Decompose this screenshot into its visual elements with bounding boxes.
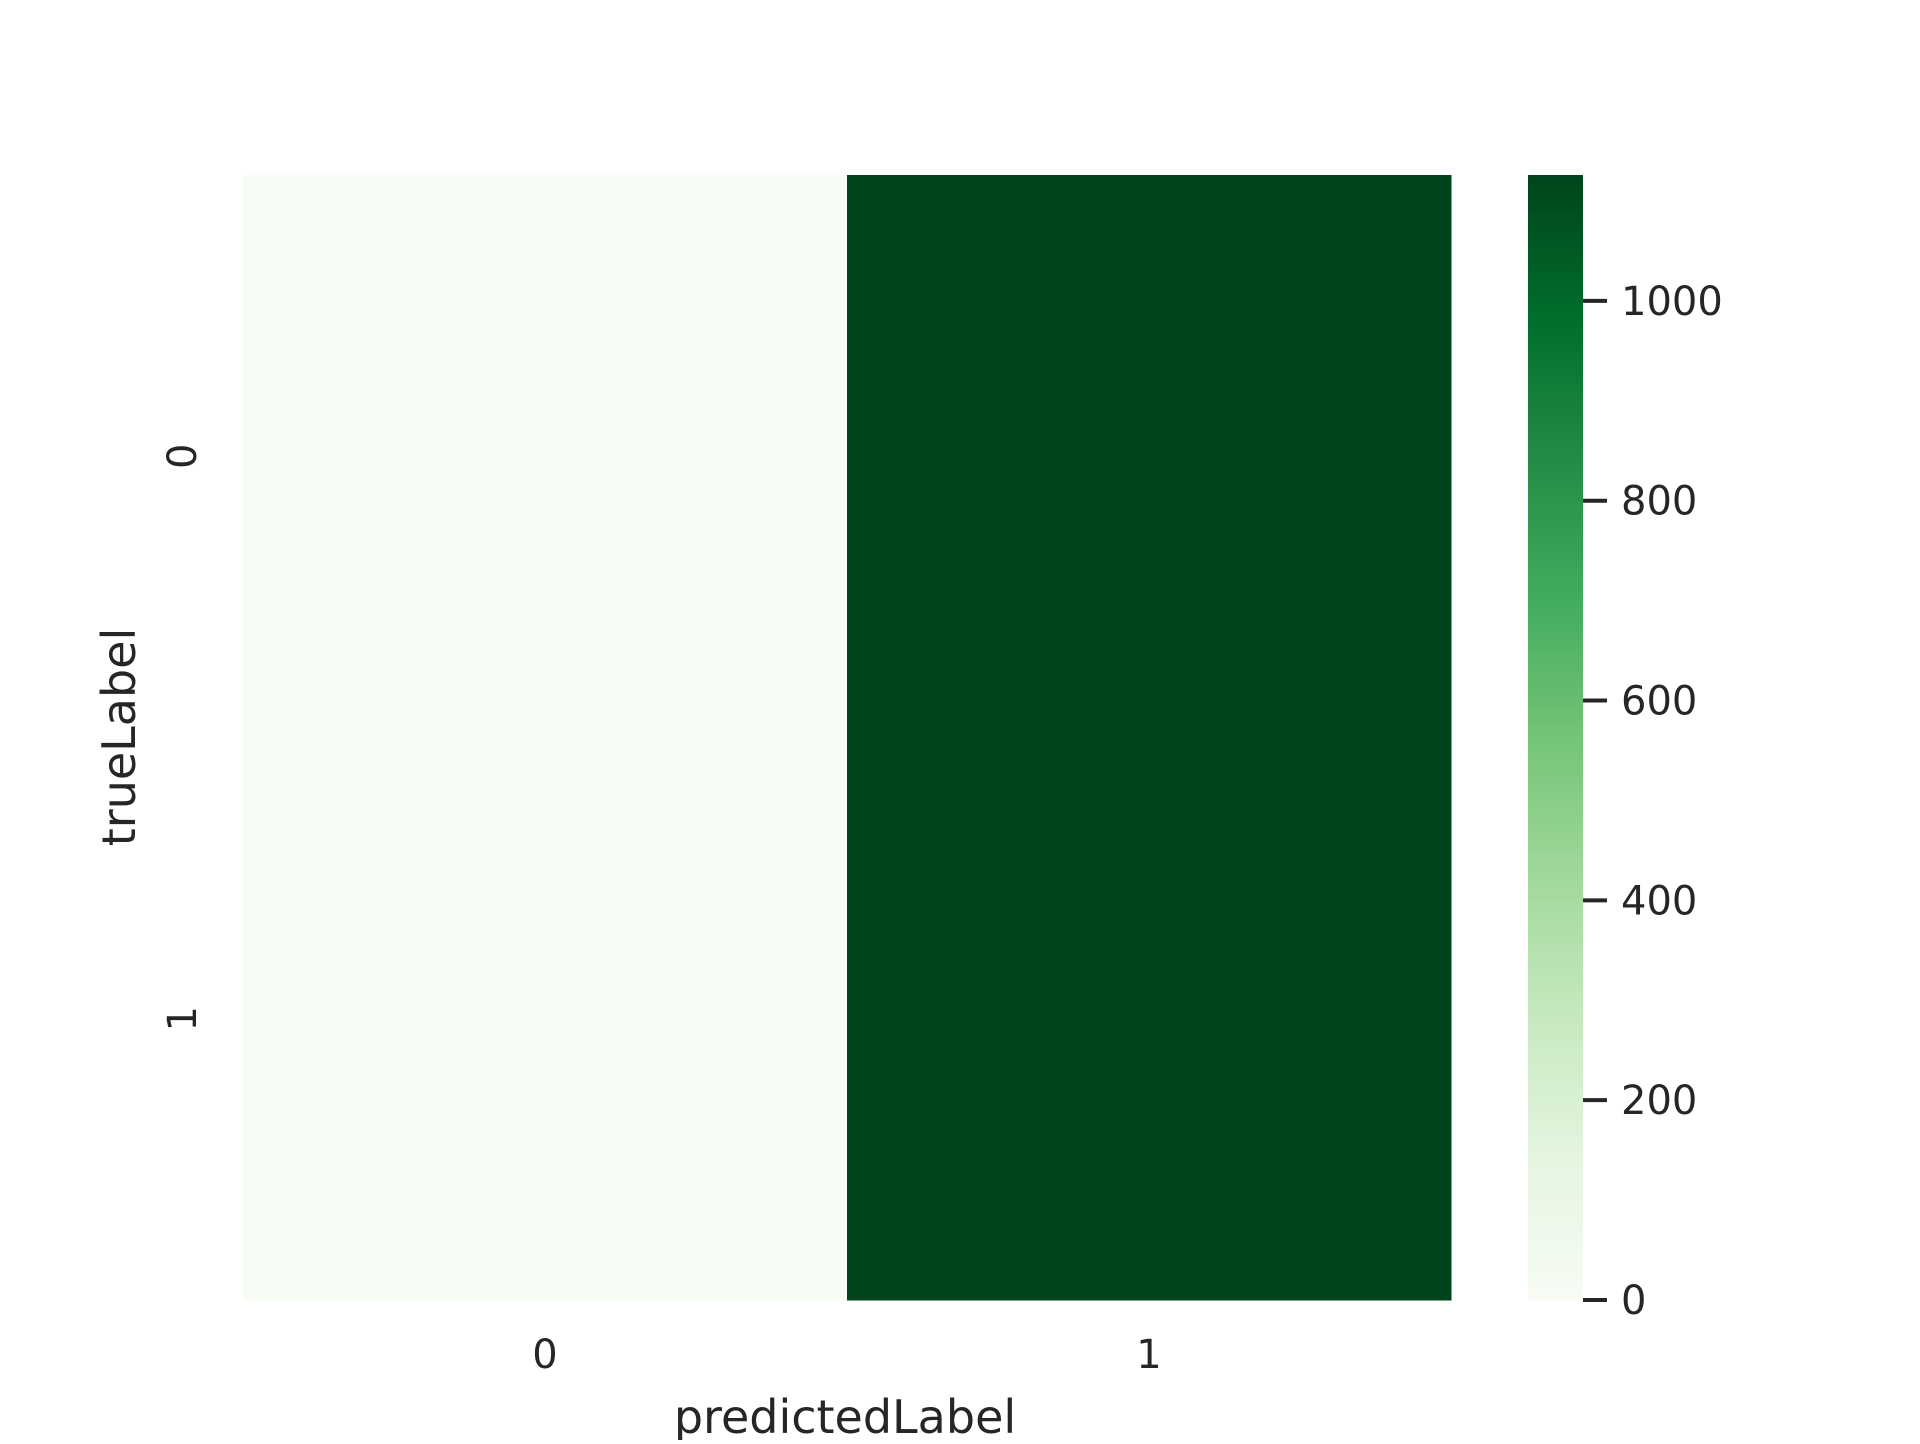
heatmap-cell-1-1 (847, 737, 1452, 1301)
x-tick-label: 1 (1136, 1332, 1161, 1378)
heatmap-cell-1-0 (243, 737, 848, 1301)
colorbar-tick-label: 600 (1621, 679, 1697, 725)
heatmap-cells (243, 175, 1452, 1301)
colorbar (1528, 175, 1583, 1300)
colorbar-tick-label: 200 (1621, 1078, 1697, 1124)
y-tick-labels: 01 (160, 444, 206, 1032)
y-tick-label: 1 (160, 1006, 206, 1031)
x-axis-label: predictedLabel (674, 1390, 1016, 1440)
heatmap-cell-0-1 (847, 175, 1452, 738)
colorbar-ticks: 0 200 400 600 800 1000 (1583, 279, 1723, 1324)
heatmap-cell-0-0 (243, 175, 848, 738)
colorbar-tick-label: 1000 (1621, 279, 1723, 325)
colorbar-tick-label: 0 (1621, 1278, 1646, 1324)
colorbar-tick-label: 800 (1621, 479, 1697, 525)
y-tick-label: 0 (160, 444, 206, 469)
colorbar-tick-label: 400 (1621, 878, 1697, 924)
y-axis-label: trueLabel (92, 628, 146, 847)
x-tick-label: 0 (532, 1332, 557, 1378)
